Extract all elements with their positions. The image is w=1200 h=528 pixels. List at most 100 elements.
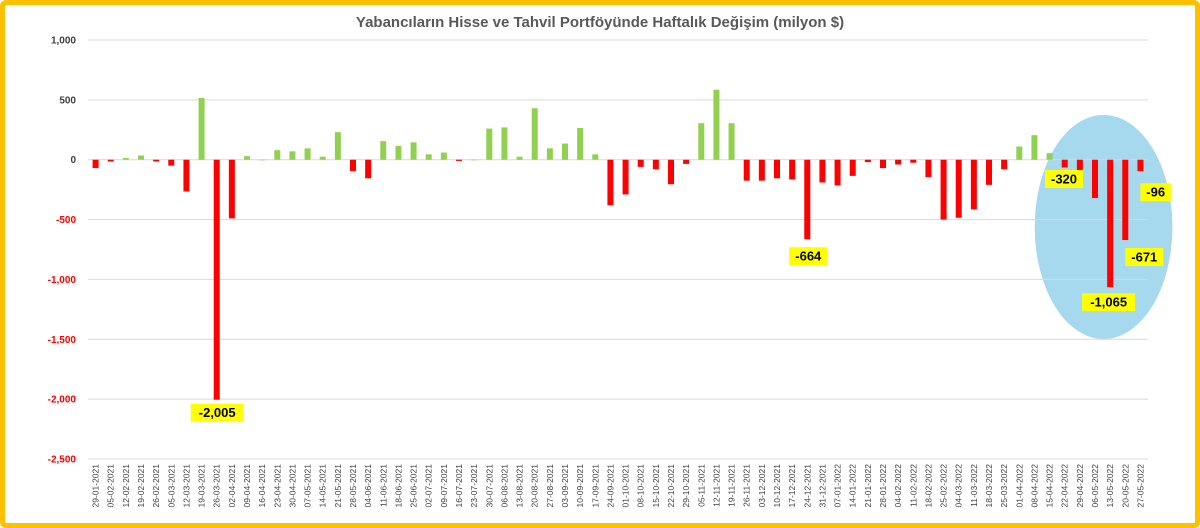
data-label-text: -671 xyxy=(1131,250,1157,265)
x-tick-label: 08-10-2021 xyxy=(636,464,646,508)
bar xyxy=(698,123,705,160)
bar xyxy=(138,155,144,160)
data-label-box xyxy=(1140,183,1171,202)
x-tick-label: 13-08-2021 xyxy=(515,464,525,508)
y-tick-label: -500 xyxy=(56,215,76,226)
x-tick-label: 23-04-2021 xyxy=(272,464,282,508)
x-tick-label: 09-07-2021 xyxy=(439,464,449,508)
x-tick-label: 21-01-2022 xyxy=(863,464,873,508)
x-tick-label: 04-02-2022 xyxy=(893,464,903,508)
data-label: -96 xyxy=(1140,183,1171,202)
x-tick-label: 14-05-2021 xyxy=(318,464,328,508)
x-tick-label: 13-05-2022 xyxy=(1105,464,1115,508)
bar xyxy=(228,159,235,219)
x-tick-label: 30-04-2021 xyxy=(287,464,297,508)
bar xyxy=(910,159,917,163)
bar xyxy=(122,157,129,160)
bar xyxy=(425,154,432,160)
x-tick-label: 18-02-2022 xyxy=(923,464,933,508)
x-tick-label: 26-03-2021 xyxy=(212,464,222,508)
x-tick-label: 28-05-2021 xyxy=(348,464,358,508)
y-tick-label: 1,000 xyxy=(51,36,76,47)
bar xyxy=(652,159,659,170)
bar xyxy=(183,159,190,192)
x-tick-label: 31-12-2021 xyxy=(817,464,827,508)
data-label: -2,005 xyxy=(190,403,244,422)
bar xyxy=(940,159,947,220)
data-label-text: -1,065 xyxy=(1090,295,1127,310)
x-tick-label: 06-08-2021 xyxy=(499,464,509,508)
bar xyxy=(319,156,326,160)
x-tick-label: 10-09-2021 xyxy=(575,464,585,508)
bar xyxy=(1046,153,1053,160)
x-tick-label: 02-07-2021 xyxy=(424,464,434,508)
bar xyxy=(456,159,462,161)
x-tick-label: 11-03-2022 xyxy=(969,464,979,507)
bar xyxy=(244,156,250,160)
x-tick-label: 29-04-2022 xyxy=(1075,464,1085,508)
chart-title: Yabancıların Hisse ve Tahvil Portföyünde… xyxy=(355,14,845,31)
bar xyxy=(743,159,750,181)
bar xyxy=(107,159,114,162)
x-tick-label: 19-03-2021 xyxy=(197,464,207,508)
bar xyxy=(213,159,220,400)
bar xyxy=(304,148,311,160)
x-tick-label: 10-12-2021 xyxy=(772,464,782,508)
bar xyxy=(577,127,584,160)
x-tick-label: 21-05-2021 xyxy=(333,464,343,508)
bar xyxy=(501,127,508,160)
x-tick-label: 11-02-2022 xyxy=(908,464,918,507)
data-label-text: -664 xyxy=(795,249,822,264)
x-tick-label: 30-07-2021 xyxy=(484,464,494,508)
x-tick-label: 25-06-2021 xyxy=(409,464,419,508)
data-label-box xyxy=(1045,170,1083,189)
x-tick-label: 25-02-2022 xyxy=(939,464,949,508)
bar xyxy=(1137,159,1144,172)
bar xyxy=(410,142,417,160)
bar xyxy=(849,159,856,176)
y-tick-label: -1,500 xyxy=(48,335,77,346)
x-tick-label: 18-06-2021 xyxy=(393,464,403,508)
x-tick-label: 15-04-2022 xyxy=(1045,464,1055,508)
data-label-text: -2,005 xyxy=(199,405,236,420)
x-tick-label: 05-03-2021 xyxy=(166,464,176,508)
bar xyxy=(1001,159,1008,170)
x-tick-label: 22-10-2021 xyxy=(666,464,676,508)
x-tick-label: 23-07-2021 xyxy=(469,464,479,508)
x-tick-label: 27-05-2022 xyxy=(1135,464,1145,508)
bar xyxy=(395,145,402,160)
bar xyxy=(668,159,674,185)
bar xyxy=(486,128,493,160)
bar xyxy=(713,89,720,160)
y-tick-label: -2,000 xyxy=(48,395,77,406)
x-tick-label: 15-10-2021 xyxy=(651,464,661,508)
bar xyxy=(380,141,387,160)
bar xyxy=(350,159,356,172)
x-tick-label: 01-10-2021 xyxy=(621,464,631,508)
x-tick-label: 27-08-2021 xyxy=(545,464,555,508)
bar xyxy=(1061,159,1068,168)
x-tick-label: 08-04-2022 xyxy=(1029,464,1039,508)
bar xyxy=(259,159,266,161)
bar xyxy=(274,150,281,160)
x-tick-label: 04-03-2022 xyxy=(954,464,964,508)
x-tick-label: 20-08-2021 xyxy=(530,464,540,508)
bar xyxy=(168,159,175,166)
x-tick-label: 16-04-2021 xyxy=(257,464,267,508)
x-tick-label: 12-02-2021 xyxy=(121,464,131,508)
bar xyxy=(516,156,523,160)
x-tick-label: 20-05-2022 xyxy=(1120,464,1130,508)
x-tick-label: 29-01-2021 xyxy=(91,464,101,508)
x-tick-label: 19-11-2021 xyxy=(727,464,737,507)
x-tick-label: 24-09-2021 xyxy=(605,464,615,508)
data-label-box xyxy=(190,403,244,422)
y-tick-label: 500 xyxy=(59,95,76,106)
y-tick-label: -2,500 xyxy=(48,455,77,466)
bar xyxy=(925,159,932,178)
x-tick-label: 05-11-2021 xyxy=(696,464,706,507)
data-label-text: -320 xyxy=(1051,172,1077,187)
bar xyxy=(895,159,902,165)
bar xyxy=(970,159,977,210)
x-tick-label: 02-04-2021 xyxy=(227,464,237,508)
